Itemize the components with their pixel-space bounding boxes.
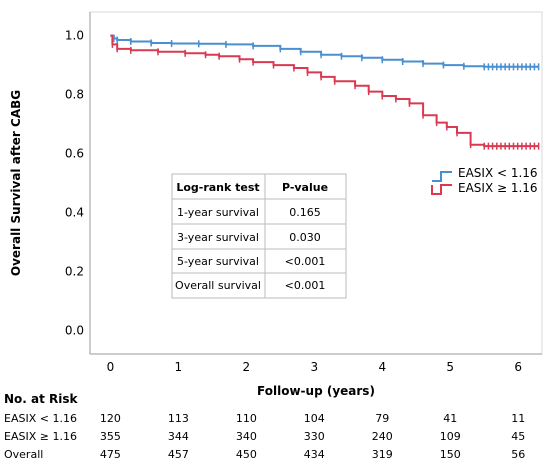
x-tick-label: 0 xyxy=(107,360,115,374)
logrank-row-pvalue: 0.030 xyxy=(289,231,321,244)
y-tick-label: 0.8 xyxy=(65,88,84,102)
risk-value: 355 xyxy=(100,430,121,443)
logrank-row-label: 3-year survival xyxy=(177,231,259,244)
y-tick-label: 0.0 xyxy=(65,323,84,337)
risk-value: 41 xyxy=(443,412,457,425)
x-tick-label: 1 xyxy=(175,360,183,374)
risk-value: 150 xyxy=(440,448,461,461)
risk-value: 450 xyxy=(236,448,257,461)
logrank-row-label: 5-year survival xyxy=(177,255,259,268)
risk-row-label: Overall xyxy=(4,448,43,461)
logrank-row-pvalue: <0.001 xyxy=(285,279,326,292)
risk-value: 319 xyxy=(372,448,393,461)
x-tick-labels: 0 1 2 3 4 5 6 xyxy=(107,360,522,374)
legend-item-easix-high: EASIX ≥ 1.16 xyxy=(431,181,538,195)
risk-value: 330 xyxy=(304,430,325,443)
risk-row-label: EASIX < 1.16 xyxy=(4,412,77,425)
legend-item-easix-low: EASIX < 1.16 xyxy=(432,166,538,182)
y-tick-label: 0.2 xyxy=(65,264,84,278)
logrank-row-label: Overall survival xyxy=(175,279,261,292)
legend-label: EASIX < 1.16 xyxy=(458,166,538,180)
legend-swatch xyxy=(432,171,452,182)
x-tick-label: 6 xyxy=(514,360,522,374)
risk-value: 104 xyxy=(304,412,325,425)
legend: EASIX < 1.16 EASIX ≥ 1.16 xyxy=(431,166,538,195)
risk-value: 240 xyxy=(372,430,393,443)
risk-value: 45 xyxy=(511,430,525,443)
x-tick-label: 5 xyxy=(446,360,454,374)
x-tick-label: 4 xyxy=(378,360,386,374)
risk-row-label: EASIX ≥ 1.16 xyxy=(4,430,77,443)
logrank-table: Log-rank test P-value 1-year survival 0.… xyxy=(171,173,347,299)
plot-area xyxy=(89,11,543,355)
logrank-row-label: 1-year survival xyxy=(177,206,259,219)
risk-table-title: No. at Risk xyxy=(4,392,79,406)
risk-value: 344 xyxy=(168,430,189,443)
logrank-row-pvalue: 0.165 xyxy=(289,206,321,219)
logrank-table-frame xyxy=(171,173,347,299)
logrank-header-pvalue: P-value xyxy=(282,181,328,194)
risk-value: 120 xyxy=(100,412,121,425)
y-axis-title: Overall Survival after CABG xyxy=(9,90,23,276)
risk-value: 434 xyxy=(304,448,325,461)
x-axis-title: Follow-up (years) xyxy=(257,384,375,398)
risk-value: 110 xyxy=(236,412,257,425)
censor-marks xyxy=(111,35,540,150)
legend-label: EASIX ≥ 1.16 xyxy=(458,181,538,195)
risk-value: 113 xyxy=(168,412,189,425)
risk-table: No. at Risk EASIX < 1.16 120 113 110 104 79 41… xyxy=(4,392,525,461)
risk-value: 457 xyxy=(168,448,189,461)
logrank-row-pvalue: <0.001 xyxy=(285,255,326,268)
risk-value: 11 xyxy=(511,412,525,425)
y-tick-label: 0.4 xyxy=(65,205,84,219)
y-tick-label: 1.0 xyxy=(65,29,84,43)
risk-value: 109 xyxy=(440,430,461,443)
risk-value: 340 xyxy=(236,430,257,443)
risk-value: 56 xyxy=(511,448,525,461)
x-tick-label: 2 xyxy=(243,360,251,374)
risk-value: 475 xyxy=(100,448,121,461)
legend-swatch xyxy=(431,184,452,195)
y-tick-labels: 0.0 0.2 0.4 0.6 0.8 1.0 xyxy=(65,29,84,338)
x-tick-label: 3 xyxy=(310,360,318,374)
risk-value: 79 xyxy=(375,412,389,425)
logrank-header-test: Log-rank test xyxy=(176,181,259,194)
y-tick-label: 0.6 xyxy=(65,147,84,161)
